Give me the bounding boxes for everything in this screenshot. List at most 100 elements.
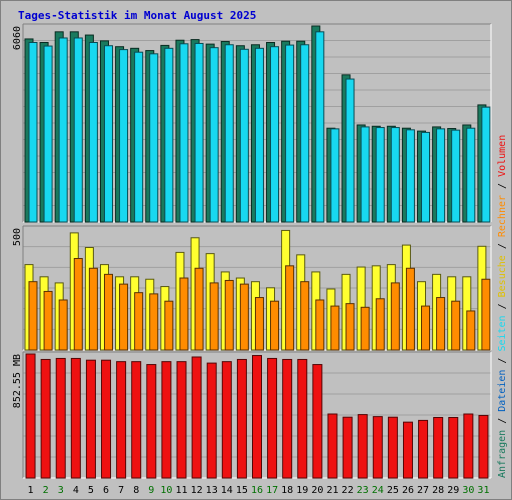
bar-volumen-5 — [85, 359, 96, 479]
bar-rechner-13 — [209, 282, 219, 351]
right-legend-item: / — [497, 177, 508, 195]
bar-rechner-23 — [360, 306, 370, 351]
bar-volumen-16 — [252, 355, 262, 479]
bar-dateien-6 — [103, 45, 113, 223]
day-label-18: 18 — [281, 485, 293, 496]
bar-rechner-25 — [390, 282, 400, 351]
bar-rechner-19 — [300, 281, 310, 351]
day-label-31: 31 — [477, 485, 489, 496]
right-legend-item: Anfragen — [497, 430, 508, 478]
bar-rechner-8 — [134, 292, 144, 351]
bar-volumen-9 — [146, 364, 157, 479]
bar-dateien-4 — [73, 37, 83, 223]
bar-dateien-1 — [28, 41, 38, 223]
bar-volumen-10 — [161, 361, 172, 479]
chart-title: Tages-Statistik im Monat August 2025 — [18, 9, 256, 22]
bar-volumen-22 — [342, 416, 353, 479]
bar-dateien-10 — [164, 47, 174, 223]
bar-volumen-26 — [402, 421, 413, 479]
bar-dateien-14 — [224, 44, 234, 223]
bar-volumen-7 — [116, 361, 127, 479]
bar-rechner-20 — [315, 299, 325, 351]
day-label-7: 7 — [118, 485, 124, 496]
day-label-9: 9 — [148, 485, 154, 496]
bar-rechner-27 — [421, 305, 431, 351]
right-legend-item: Seiten — [497, 315, 508, 351]
bar-rechner-28 — [436, 297, 446, 351]
day-label-3: 3 — [58, 485, 64, 496]
panel-volume — [22, 351, 492, 479]
bar-dateien-12 — [194, 42, 204, 223]
bar-rechner-29 — [451, 300, 461, 351]
bar-volumen-6 — [101, 359, 112, 479]
bar-dateien-29 — [451, 129, 461, 223]
day-labels: 1 2 3 4 5 6 7 8 9 10 11 12 13 14 15 16 17 18 19 20 21 22 23 24 2… — [28, 485, 490, 496]
bar-volumen-23 — [357, 414, 368, 479]
day-label-14: 14 — [221, 485, 233, 496]
bar-rechner-11 — [179, 277, 189, 351]
bar-dateien-27 — [421, 131, 431, 223]
bar-dateien-11 — [179, 43, 189, 223]
bar-volumen-21 — [327, 413, 338, 479]
bar-dateien-17 — [270, 46, 280, 223]
bar-rechner-22 — [345, 303, 355, 351]
bar-volumen-17 — [267, 357, 278, 479]
day-label-26: 26 — [402, 485, 414, 496]
bar-rechner-5 — [88, 267, 98, 351]
bar-rechner-14 — [224, 279, 234, 351]
bar-dateien-3 — [58, 37, 68, 223]
bar-rechner-7 — [119, 283, 129, 351]
right-legend-item: / — [497, 297, 508, 315]
day-label-27: 27 — [417, 485, 429, 496]
bar-volumen-25 — [387, 416, 398, 479]
bar-volumen-11 — [176, 361, 187, 479]
bar-rechner-10 — [164, 300, 174, 351]
day-label-25: 25 — [387, 485, 399, 496]
day-label-8: 8 — [133, 485, 139, 496]
panel-requests-files — [22, 23, 492, 223]
bar-rechner-21 — [330, 305, 340, 351]
day-label-16: 16 — [251, 485, 263, 496]
day-label-22: 22 — [342, 485, 354, 496]
day-label-1: 1 — [28, 485, 34, 496]
day-label-28: 28 — [432, 485, 444, 496]
right-legend-item: Besuche — [497, 255, 508, 297]
bar-rechner-30 — [466, 310, 476, 351]
day-label-2: 2 — [43, 485, 49, 496]
bar-volumen-24 — [372, 416, 383, 479]
bar-volumen-20 — [312, 364, 323, 479]
bar-rechner-4 — [73, 258, 83, 351]
bar-volumen-3 — [55, 357, 66, 479]
day-label-17: 17 — [266, 485, 278, 496]
bottom-axis-max-label: 852.55 MB — [12, 354, 23, 408]
bar-dateien-5 — [88, 41, 98, 223]
right-legend: Anfragen / Dateien / Seiten / Besuche / … — [497, 135, 508, 478]
bar-volumen-2 — [40, 358, 51, 479]
right-legend-item: Volumen — [497, 135, 508, 177]
right-legend-item: / — [497, 352, 508, 370]
bar-dateien-8 — [134, 51, 144, 223]
bar-volumen-4 — [70, 357, 81, 479]
day-label-23: 23 — [357, 485, 369, 496]
bar-dateien-24 — [375, 127, 385, 223]
bar-dateien-26 — [405, 129, 415, 223]
day-label-24: 24 — [372, 485, 384, 496]
bar-dateien-7 — [119, 49, 129, 223]
bar-rechner-17 — [270, 300, 280, 351]
bar-dateien-18 — [285, 44, 295, 223]
bar-dateien-28 — [436, 128, 446, 223]
bar-rechner-3 — [58, 299, 68, 351]
bar-dateien-21 — [330, 128, 340, 223]
bar-dateien-13 — [209, 47, 219, 223]
bar-dateien-31 — [481, 106, 491, 223]
bar-dateien-30 — [466, 127, 476, 223]
middle-axis-max-label: 500 — [12, 228, 23, 246]
right-legend-item: Rechner — [497, 195, 508, 237]
day-label-12: 12 — [191, 485, 203, 496]
bar-dateien-2 — [43, 45, 53, 223]
top-axis-max-label: 6060 — [12, 26, 23, 50]
bar-dateien-15 — [239, 48, 249, 223]
bar-rechner-9 — [149, 293, 159, 351]
